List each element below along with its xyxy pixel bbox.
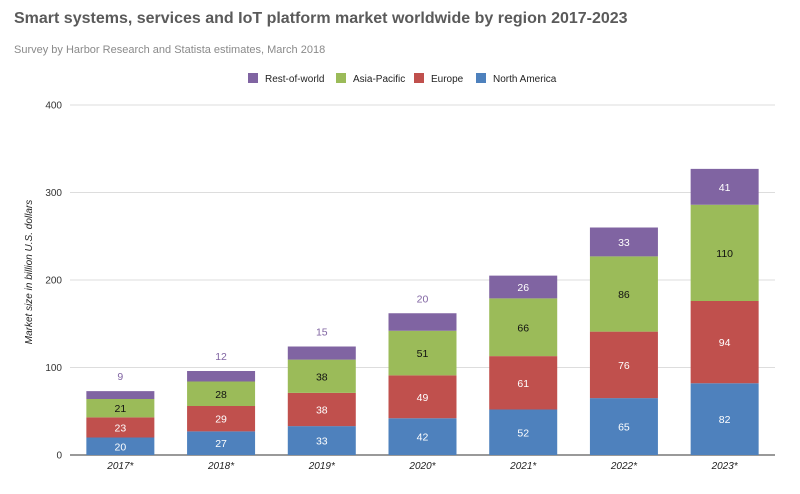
bar-segment	[86, 417, 155, 438]
bar-segment	[489, 298, 558, 357]
bar-segment	[287, 392, 356, 427]
data-label: 20	[115, 441, 127, 453]
data-label: 28	[215, 389, 227, 401]
data-label: 23	[115, 422, 127, 434]
bar-segment	[388, 418, 457, 455]
legend-swatch	[336, 73, 346, 83]
data-label: 26	[517, 282, 529, 294]
bar-segment	[489, 275, 558, 299]
x-tick-label: 2018*	[207, 461, 235, 472]
bar-segment	[589, 398, 658, 455]
data-label: 42	[417, 432, 429, 444]
bar-segment	[187, 371, 256, 382]
y-tick-label: 0	[56, 451, 62, 462]
data-label: 51	[417, 348, 429, 360]
data-label: 65	[618, 422, 630, 434]
y-tick-label: 100	[45, 363, 62, 374]
bar-segment	[187, 381, 256, 406]
bar-segment	[589, 331, 658, 399]
data-label: 9	[117, 371, 123, 383]
data-label: 94	[719, 337, 731, 349]
x-tick-label: 2019*	[308, 461, 336, 472]
x-tick-label: 2020*	[408, 461, 436, 472]
bar-segment	[187, 406, 256, 432]
data-label: 12	[215, 351, 227, 363]
data-label: 29	[215, 414, 227, 426]
y-tick-label: 200	[45, 276, 62, 287]
bar-segment	[187, 431, 256, 455]
data-label: 38	[316, 371, 328, 383]
bar-segment	[86, 399, 155, 418]
bar-segment	[86, 437, 155, 455]
data-label: 27	[215, 438, 227, 450]
bar-segment	[287, 346, 356, 360]
data-label: 61	[517, 378, 529, 390]
legend-label: Rest-of-world	[265, 74, 324, 85]
chart-title: Smart systems, services and IoT platform…	[14, 10, 628, 27]
legend: Rest-of-world Asia-Pacific Europe North Ame…	[248, 73, 557, 85]
x-tick-label: 2022*	[610, 461, 638, 472]
data-label: 33	[316, 436, 328, 448]
bar-segment	[388, 330, 457, 376]
data-label: 21	[115, 403, 127, 415]
data-label: 38	[316, 405, 328, 417]
x-tick-label: 2017*	[106, 461, 134, 472]
legend-item: North America	[476, 73, 557, 85]
y-axis-ticks: 0 100 200 300 400	[45, 101, 62, 462]
y-tick-label: 400	[45, 101, 62, 112]
legend-item: Rest-of-world	[248, 73, 324, 85]
y-tick-label: 300	[45, 188, 62, 199]
legend-label: North America	[493, 74, 557, 85]
data-label: 49	[417, 392, 429, 404]
bar-segment	[690, 383, 759, 455]
bar-segment	[690, 301, 759, 384]
legend-label: Europe	[431, 74, 464, 85]
legend-item: Europe	[414, 73, 464, 85]
y-axis-label: Market size in billion U.S. dollars	[24, 200, 35, 345]
bar-segment	[690, 204, 759, 301]
bar-segment	[86, 391, 155, 399]
bar-segment	[690, 168, 759, 205]
bar-segment	[388, 375, 457, 419]
legend-label: Asia-Pacific	[353, 74, 405, 85]
bar-segment	[287, 426, 356, 455]
bar-segment	[489, 356, 558, 410]
x-tick-label: 2021*	[509, 461, 537, 472]
data-labels: 20 23 21 9 27 29 28 12 33 38 38 15 42 49 51 20 52 61 66 26 6…	[115, 182, 734, 453]
data-label: 76	[618, 360, 630, 372]
x-axis-ticks: 2017* 2018* 2019* 2020* 2021* 2022* 2023*	[106, 461, 739, 472]
bars	[86, 168, 759, 455]
legend-item: Asia-Pacific	[336, 73, 405, 85]
data-label: 33	[618, 237, 630, 249]
data-label: 86	[618, 289, 630, 301]
data-label: 20	[417, 293, 429, 305]
legend-swatch	[476, 73, 486, 83]
data-label: 110	[716, 248, 733, 260]
bar-segment	[589, 256, 658, 332]
bar-segment	[489, 409, 558, 455]
data-label: 15	[316, 327, 328, 339]
data-label: 52	[517, 427, 529, 439]
data-label: 82	[719, 414, 731, 426]
bar-segment	[388, 313, 457, 331]
legend-swatch	[248, 73, 258, 83]
bar-segment	[589, 227, 658, 257]
x-tick-label: 2023*	[711, 461, 739, 472]
data-label: 41	[719, 182, 731, 194]
legend-swatch	[414, 73, 424, 83]
data-label: 66	[517, 322, 529, 334]
chart-subtitle: Survey by Harbor Research and Statista e…	[14, 44, 326, 56]
bar-segment	[287, 359, 356, 393]
